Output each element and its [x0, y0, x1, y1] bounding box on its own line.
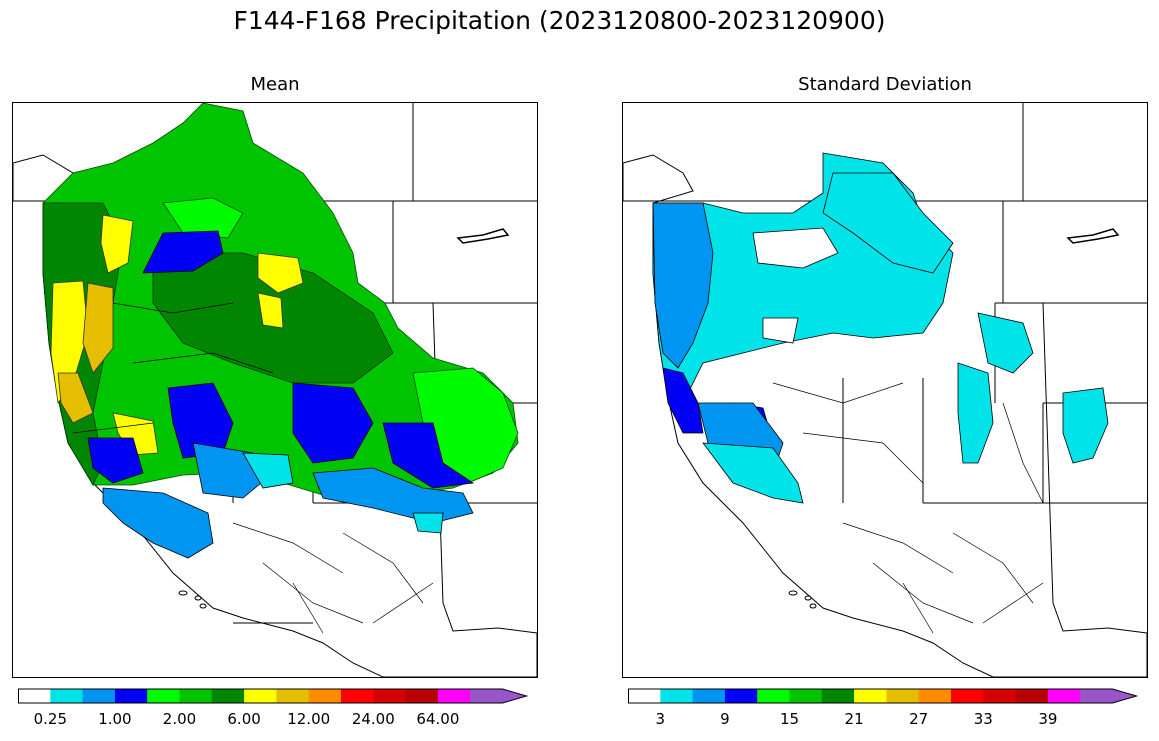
- mean-colorbar-cell: [373, 689, 407, 703]
- sd-colorbar-tick-label: 33: [973, 710, 993, 728]
- mean-yellow-north: [100, 214, 134, 274]
- sd-map-panel: [622, 102, 1148, 678]
- mean-gold-south: [57, 372, 94, 424]
- mean-island-2: [194, 595, 202, 601]
- mean-colorbar: [18, 688, 529, 704]
- mean-colorbar-cell: [405, 689, 439, 703]
- mean-blue-central: [292, 382, 374, 464]
- mean-blue-east: [382, 422, 475, 489]
- sd-cyan-northeast: [822, 172, 954, 274]
- mean-colorbar-cell: [470, 689, 527, 703]
- sd-colorbar-tick-label: 27: [909, 710, 929, 728]
- sd-colorbar-cell: [724, 689, 758, 703]
- mean-colorbar-cell: [341, 689, 374, 703]
- sd-colorbar-tick-label: 9: [720, 710, 730, 728]
- sd-white-gap-2: [762, 317, 799, 344]
- sd-blue-coast: [662, 367, 704, 434]
- mean-map: [13, 103, 537, 677]
- mean-colorbar-tick-label: 6.00: [227, 710, 261, 728]
- mean-colorbar-cell: [18, 689, 51, 703]
- sd-island-2: [804, 595, 812, 601]
- mean-colorbar-tick-label: 12.00: [287, 710, 331, 728]
- mean-colorbar-cell: [211, 689, 245, 703]
- mean-colorbar-tick-label: 1.00: [98, 710, 132, 728]
- sd-colorbar-tick-label: 39: [1038, 710, 1058, 728]
- mean-blue-north: [142, 230, 224, 274]
- mean-yellow-interior2: [257, 292, 284, 329]
- sd-cyan-newmexico: [1062, 387, 1109, 464]
- mean-colorbar-cell: [437, 689, 471, 703]
- mean-midblue-south: [102, 487, 214, 559]
- mean-colorbar-cell: [82, 689, 116, 703]
- mean-lake: [456, 228, 510, 244]
- sd-cyan-south: [702, 442, 804, 504]
- sd-colorbar-cell: [983, 689, 1017, 703]
- sd-colorbar-cell: [854, 689, 887, 703]
- sd-colorbar-cell: [821, 689, 855, 703]
- mean-island-3: [199, 603, 207, 609]
- sd-colorbar-cell: [789, 689, 823, 703]
- sd-colorbar: [628, 688, 1139, 704]
- sd-colorbar-cell: [886, 689, 920, 703]
- sd-white-gap-1: [752, 227, 839, 269]
- mean-colorbar-outline: [18, 688, 529, 704]
- mean-colorbar-cell: [179, 689, 213, 703]
- mean-colorbar-tick-label: 2.00: [162, 710, 197, 728]
- mean-colorbar-cell: [308, 689, 342, 703]
- sd-midblue-coast: [652, 202, 714, 369]
- mean-yellow-interior1: [257, 252, 304, 294]
- sd-island-1: [788, 590, 798, 596]
- mean-colorbar-cell: [147, 689, 180, 703]
- mean-colorbar-cell: [276, 689, 310, 703]
- sd-colorbar-cell: [951, 689, 984, 703]
- mean-colorbar-tick-label: 64.00: [416, 710, 460, 728]
- sd-lake: [1066, 228, 1120, 244]
- mean-basin-lines: [72, 302, 434, 634]
- sd-panel-title: Standard Deviation: [798, 74, 972, 95]
- mean-cyan-east: [412, 512, 444, 534]
- mean-colorbar-tick-label: 0.25: [33, 710, 67, 728]
- sd-island-3: [809, 603, 817, 609]
- sd-colorbar-cell: [918, 689, 952, 703]
- figure-title: F144-F168 Precipitation (2023120800-2023…: [233, 6, 886, 35]
- sd-map: [623, 103, 1147, 677]
- sd-colorbar-cell: [660, 689, 694, 703]
- sd-colorbar-outline: [628, 688, 1139, 704]
- mean-cyan-patch: [242, 452, 294, 489]
- sd-colorbar-tick-label: 21: [844, 710, 864, 728]
- mean-map-panel: [12, 102, 538, 678]
- mean-island-1: [178, 590, 188, 596]
- mean-north-light-green: [162, 197, 244, 239]
- mean-midblue-east: [312, 467, 474, 524]
- sd-colorbar-cell: [757, 689, 790, 703]
- sd-colorbar-cell: [628, 689, 661, 703]
- sd-colorbar-tick-label: 15: [779, 710, 800, 728]
- mean-colorbar-tick-label: 24.00: [351, 710, 395, 728]
- sd-colorbar-cell: [692, 689, 726, 703]
- mean-gold-coast: [82, 282, 114, 374]
- mean-colorbar-cell: [50, 689, 84, 703]
- mean-colorbar-cell: [244, 689, 277, 703]
- mean-blue-west: [87, 437, 144, 484]
- mean-colorbar-cell: [114, 689, 148, 703]
- mean-panel-title: Mean: [250, 74, 300, 95]
- sd-colorbar-cell: [1080, 689, 1137, 703]
- sd-cyan-colorado: [977, 312, 1034, 374]
- sd-colorbar-cell: [1015, 689, 1049, 703]
- sd-basin-lines: [772, 382, 1044, 634]
- sd-colorbar-tick-label: 3: [655, 710, 666, 728]
- sd-colorbar-cell: [1047, 689, 1081, 703]
- sd-cyan-utah: [957, 362, 994, 464]
